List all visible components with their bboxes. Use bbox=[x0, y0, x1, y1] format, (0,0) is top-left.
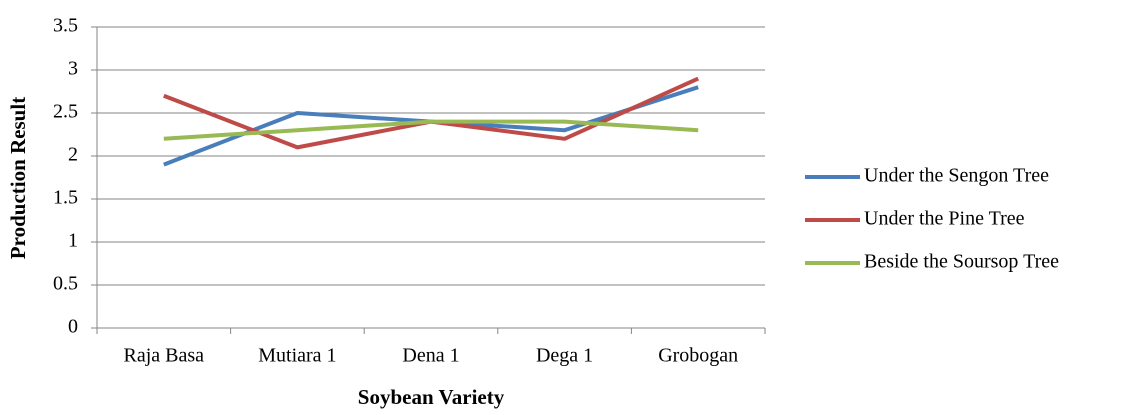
legend-label: Under the Sengon Tree bbox=[864, 165, 1049, 187]
x-tick-label: Grobogan bbox=[658, 345, 738, 367]
y-tick-label: 1.5 bbox=[53, 187, 78, 209]
y-tick-label: 3 bbox=[68, 58, 78, 80]
y-tick-label: 0.5 bbox=[53, 273, 78, 295]
x-tick-label: Dena 1 bbox=[402, 345, 459, 367]
data-line bbox=[163, 119, 699, 141]
x-axis-title: Soybean Variety bbox=[358, 385, 505, 409]
y-tick-label: 2.5 bbox=[53, 101, 78, 123]
x-tick-label: Mutiara 1 bbox=[258, 345, 336, 367]
legend-label: Beside the Soursop Tree bbox=[864, 251, 1059, 273]
y-axis-title: Production Result bbox=[6, 97, 30, 259]
x-tick-label: Dega 1 bbox=[536, 345, 593, 367]
legend-label: Under the Pine Tree bbox=[864, 208, 1025, 230]
y-tick-label: 3.5 bbox=[53, 15, 78, 37]
y-tick-label: 1 bbox=[68, 230, 78, 252]
y-tick-label: 2 bbox=[68, 144, 78, 166]
x-tick-label: Raja Basa bbox=[124, 345, 205, 367]
y-tick-label: 0 bbox=[68, 316, 78, 338]
